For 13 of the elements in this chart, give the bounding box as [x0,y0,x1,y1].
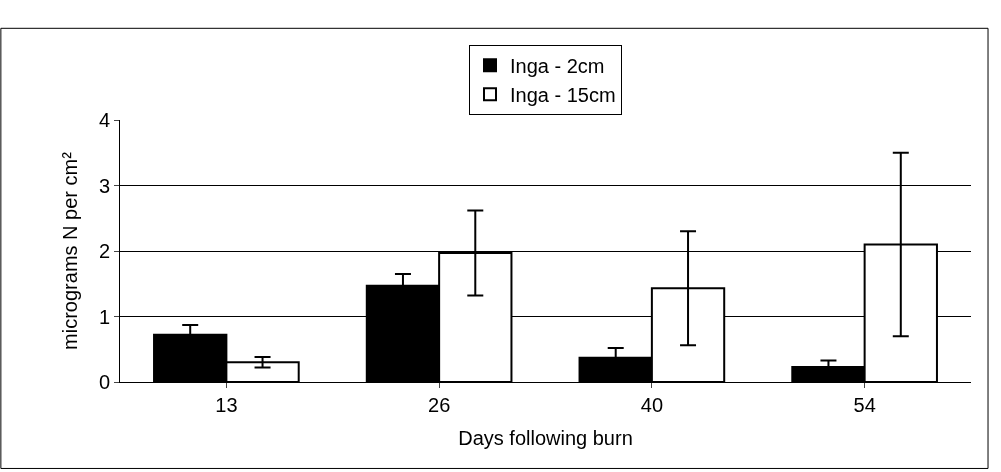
x-tick-label: 26 [428,394,451,416]
x-tick-label: 54 [853,394,876,416]
y-tick-label: 0 [98,371,110,393]
y-tick-label: 2 [98,240,110,262]
y-tick-label: 4 [98,109,110,131]
x-tick-label: 13 [215,394,238,416]
legend-label: Inga - 2cm [510,55,605,78]
x-axis-title: Days following burn [458,426,633,449]
y-tick-label: 3 [98,174,110,197]
y-tick-label: 1 [98,305,110,328]
legend-label: Inga - 15cm [510,84,616,107]
y-axis-title: micrograms N per cm² [59,151,82,350]
x-tick-label: 40 [640,394,664,416]
